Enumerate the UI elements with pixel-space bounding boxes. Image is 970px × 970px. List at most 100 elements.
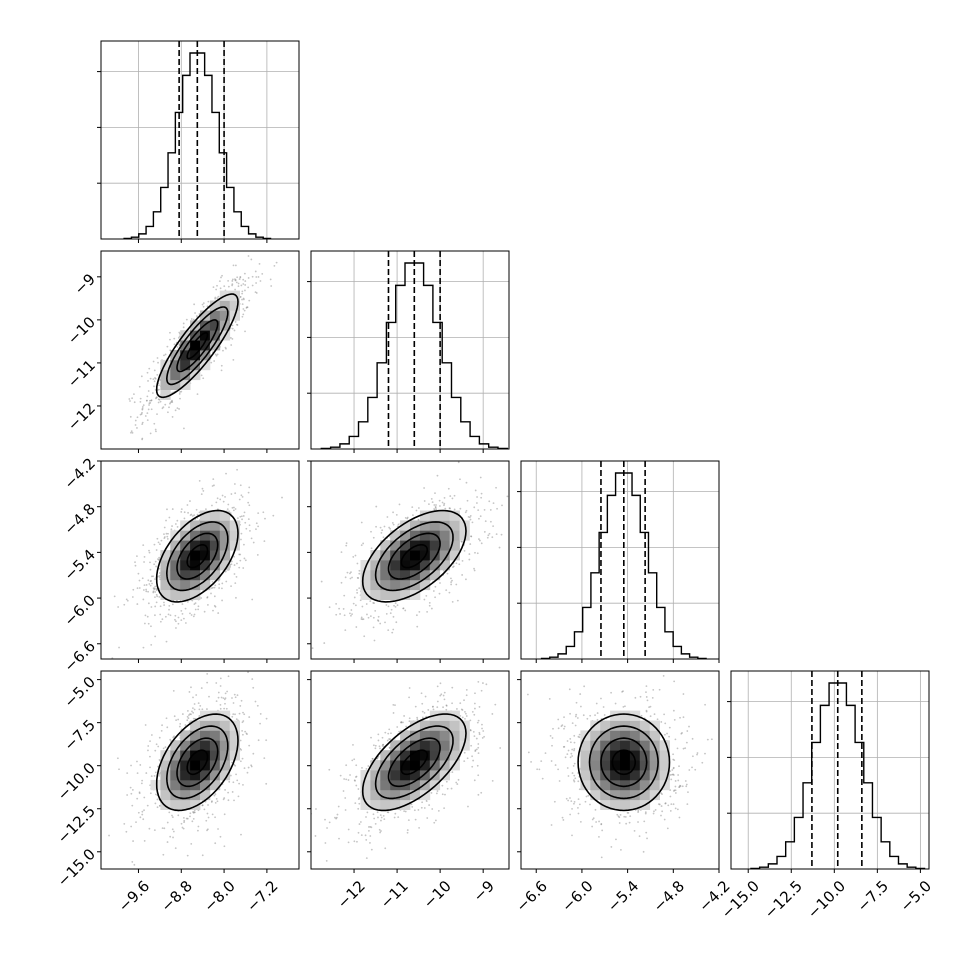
sample-point <box>610 846 613 848</box>
sample-point <box>192 711 195 714</box>
sample-point <box>189 713 191 715</box>
sample-point <box>247 491 250 494</box>
sample-point <box>449 507 451 510</box>
sample-point <box>354 780 356 782</box>
sample-point <box>357 577 360 579</box>
sample-point <box>347 841 350 844</box>
sample-point <box>326 827 328 829</box>
density-cell <box>180 569 191 581</box>
contour-3 <box>361 509 467 603</box>
sample-point <box>244 330 246 333</box>
sample-point <box>214 297 217 300</box>
sample-point <box>178 335 181 338</box>
sample-point <box>247 671 249 674</box>
sample-point <box>155 793 157 796</box>
sample-point <box>136 603 139 605</box>
density-cell <box>160 359 171 371</box>
sample-point <box>155 396 158 399</box>
contour-0 <box>186 749 209 776</box>
sample-point <box>463 699 465 702</box>
contour-0 <box>400 749 428 776</box>
density-cell <box>209 300 221 311</box>
sample-point <box>158 774 160 777</box>
sample-point <box>688 725 690 728</box>
contour-3 <box>155 509 239 603</box>
sample-point <box>227 503 230 506</box>
sample-point <box>163 827 166 830</box>
sample-point <box>143 561 145 563</box>
sample-point <box>356 591 359 594</box>
sample-point <box>126 794 129 796</box>
sample-point <box>246 733 248 736</box>
sample-point <box>242 308 245 310</box>
sample-point <box>357 798 360 801</box>
sample-point <box>443 496 446 499</box>
sample-point <box>236 779 239 782</box>
sample-point <box>370 530 372 533</box>
density-cell <box>429 730 441 741</box>
density-cell <box>200 550 211 561</box>
density-cell <box>439 760 450 771</box>
density-cell <box>429 550 441 561</box>
sample-point <box>178 725 181 728</box>
sample-point <box>234 278 236 281</box>
sample-point <box>154 614 156 617</box>
sample-point <box>463 751 466 754</box>
sample-point <box>221 587 223 590</box>
sample-point <box>232 358 235 361</box>
sample-point <box>379 526 382 529</box>
sample-point <box>236 562 238 565</box>
sample-point <box>163 536 166 538</box>
sample-point <box>141 813 144 816</box>
sample-point <box>216 508 219 511</box>
sample-point <box>224 692 227 695</box>
sample-point <box>234 264 237 267</box>
sample-point <box>516 695 518 697</box>
density-cell <box>180 350 191 361</box>
sample-point <box>157 361 159 364</box>
sample-point <box>154 377 156 379</box>
sample-point <box>242 278 245 281</box>
sample-point <box>488 500 491 503</box>
density-cell <box>429 540 441 551</box>
density-cell <box>160 579 171 591</box>
sample-point <box>360 521 363 524</box>
density-cell <box>370 579 381 591</box>
sample-point <box>219 498 222 501</box>
density-cell <box>160 389 171 400</box>
sample-point <box>323 642 326 644</box>
sample-point <box>144 614 147 617</box>
sample-point <box>214 816 216 819</box>
sample-point <box>156 595 159 598</box>
sample-point <box>181 603 184 606</box>
sample-point <box>211 485 214 487</box>
density-cell <box>229 540 240 551</box>
density-cell <box>160 789 171 801</box>
density-cell <box>160 560 171 571</box>
sample-point <box>142 544 145 547</box>
density-cell <box>380 560 391 571</box>
sample-point <box>181 826 184 829</box>
sample-point <box>418 826 420 829</box>
sample-point <box>386 811 389 814</box>
density-cell <box>449 720 460 731</box>
sample-point <box>217 612 220 614</box>
density-cell <box>170 379 181 390</box>
sample-point <box>375 505 378 508</box>
sample-point <box>182 827 185 830</box>
sample-point <box>256 704 259 707</box>
sample-point <box>451 600 454 603</box>
sample-point <box>155 743 158 746</box>
sample-point <box>215 354 218 357</box>
sample-point <box>207 816 210 819</box>
sample-point <box>192 615 195 618</box>
joint-panel-p1-p2 <box>310 460 510 660</box>
sample-point <box>430 498 433 500</box>
sample-point <box>193 811 196 814</box>
sample-point <box>477 743 480 745</box>
sample-point <box>482 730 485 732</box>
sample-point <box>201 487 204 490</box>
sample-point <box>231 506 234 509</box>
sample-point <box>223 285 226 288</box>
density-cell <box>219 300 231 311</box>
